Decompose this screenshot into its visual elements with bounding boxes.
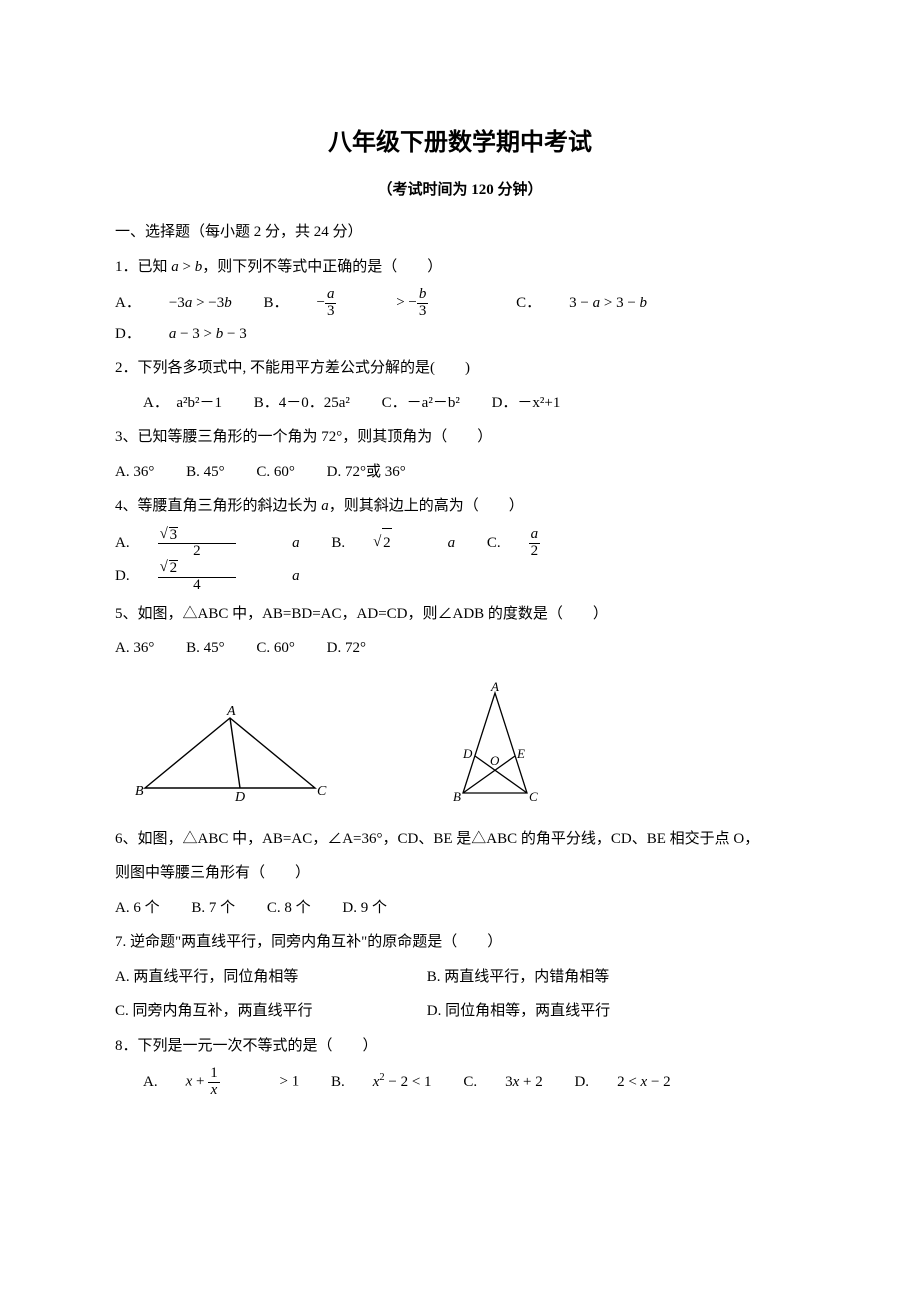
fig2-label-d: D (462, 746, 473, 761)
q4-stem-post: ，则其斜边上的高为（ ） (329, 498, 524, 514)
q1-c-label: C． (516, 289, 541, 318)
q2-opt-b: B．4－0．25a² (254, 389, 350, 418)
q8-a-label: A. (143, 1068, 158, 1097)
q5-opt-c: C. 60° (256, 634, 295, 663)
q6-opt-a: A. 6 个 (115, 894, 160, 923)
q8-opt-d: D. 2 < x − 2 (574, 1068, 670, 1097)
q6-opt-c: C. 8 个 (267, 894, 311, 923)
section-1-header: 一、选择题（每小题 2 分，共 24 分） (115, 218, 805, 247)
q4-stem-mid: a (321, 498, 329, 514)
q8-d-label: D. (574, 1068, 589, 1097)
q4-opt-c: C. a2 (487, 527, 596, 560)
fig2-label-b: B (453, 789, 461, 804)
figure-q5: A B C D (135, 703, 335, 803)
q1-opt-a: A．−3a > −3b (115, 289, 232, 318)
fig2-label-o: O (490, 753, 500, 768)
q8-stem: 8．下列是一元一次不等式的是（ ） (115, 1032, 805, 1061)
q7-opt-a: A. 两直线平行，同位角相等 (115, 963, 395, 992)
q2-options: A． a²b²－1 B．4－0．25a² C．－a²－b² D．－x²+1 (143, 389, 805, 418)
q1-stem: 1．已知 a > b，则下列不等式中正确的是（ ） (115, 253, 805, 282)
q4-a-label: A. (115, 529, 130, 558)
q3-opt-a: A. 36° (115, 458, 154, 487)
q7-options-row1: A. 两直线平行，同位角相等 B. 两直线平行，内错角相等 (115, 963, 805, 992)
q8-c-label: C. (463, 1068, 477, 1097)
q7-options-row2: C. 同旁内角互补，两直线平行 D. 同位角相等，两直线平行 (115, 997, 805, 1026)
q3-opt-d: D. 72°或 36° (327, 458, 406, 487)
q5-stem: 5、如图，△ABC 中，AB=BD=AC，AD=CD，则∠ADB 的度数是（ ） (115, 600, 805, 629)
q2-opt-c: C．－a²－b² (382, 389, 460, 418)
q4-options: A. 32a B. 2a C. a2 D. 24a (115, 527, 805, 594)
q4-opt-a: A. 32a (115, 527, 300, 561)
q8-opt-a: A. x + 1x > 1 (143, 1066, 299, 1099)
q6-opt-d: D. 9 个 (342, 894, 387, 923)
q1-d-label: D． (115, 320, 141, 349)
q3-stem: 3、已知等腰三角形的一个角为 72°，则其顶角为（ ） (115, 423, 805, 452)
fig2-label-e: E (516, 746, 525, 761)
fig1-label-c: C (317, 784, 327, 799)
q8-b-label: B. (331, 1068, 345, 1097)
q8-opt-c: C. 3x + 2 (463, 1068, 542, 1097)
exam-time: （考试时间为 120 分钟） (115, 176, 805, 205)
q2-opt-d: D．－x²+1 (492, 389, 561, 418)
q2-stem: 2．下列各多项式中, 不能用平方差公式分解的是( ) (115, 354, 805, 383)
q1-opt-b: B．−a3 > −b3 (263, 287, 484, 320)
q2-opt-a: A． a²b²－1 (143, 389, 222, 418)
figure-q6: A B C D E O (425, 683, 565, 803)
q5-opt-a: A. 36° (115, 634, 154, 663)
fig1-label-b: B (135, 784, 144, 799)
q7-opt-b: B. 两直线平行，内错角相等 (427, 963, 610, 992)
q1-b-label: B． (263, 289, 288, 318)
q4-b-label: B. (331, 529, 345, 558)
q5-options: A. 36° B. 45° C. 60° D. 72° (115, 634, 805, 663)
q8-options: A. x + 1x > 1 B. x2 − 2 < 1 C. 3x + 2 D.… (143, 1066, 805, 1099)
fig2-label-c: C (529, 789, 538, 804)
q1-opt-c: C．3 − a > 3 − b (516, 289, 647, 318)
fig1-label-d: D (234, 790, 245, 805)
q3-options: A. 36° B. 45° C. 60° D. 72°或 36° (115, 458, 805, 487)
q6-stem-2: 则图中等腰三角形有（ ） (115, 859, 805, 888)
figures-row: A B C D A B C D E O (135, 683, 805, 803)
page-title: 八年级下册数学期中考试 (115, 120, 805, 166)
q5-opt-b: B. 45° (186, 634, 225, 663)
q5-opt-d: D. 72° (327, 634, 366, 663)
q6-opt-b: B. 7 个 (191, 894, 235, 923)
q7-stem: 7. 逆命题"两直线平行，同旁内角互补"的原命题是（ ） (115, 928, 805, 957)
q3-opt-c: C. 60° (256, 458, 295, 487)
q4-c-label: C. (487, 529, 501, 558)
q3-opt-b: B. 45° (186, 458, 225, 487)
q7-opt-d: D. 同位角相等，两直线平行 (427, 997, 610, 1026)
q8-opt-b: B. x2 − 2 < 1 (331, 1068, 432, 1097)
fig2-label-a: A (490, 679, 499, 694)
q4-opt-b: B. 2a (331, 528, 455, 558)
q4-d-label: D. (115, 562, 130, 591)
q4-stem: 4、等腰直角三角形的斜边长为 a，则其斜边上的高为（ ） (115, 492, 805, 521)
q4-opt-d: D. 24a (115, 560, 300, 594)
q4-stem-pre: 4、等腰直角三角形的斜边长为 (115, 498, 321, 514)
q1-opt-d: D．a − 3 > b − 3 (115, 320, 247, 349)
q6-options: A. 6 个 B. 7 个 C. 8 个 D. 9 个 (115, 894, 805, 923)
q1-options: A．−3a > −3b B．−a3 > −b3 C．3 − a > 3 − b … (115, 287, 805, 348)
q6-stem-1: 6、如图，△ABC 中，AB=AC，∠A=36°，CD、BE 是△ABC 的角平… (115, 825, 805, 854)
q1-a-label: A． (115, 289, 141, 318)
q1-text: 1．已知 a > b，则下列不等式中正确的是（ ） (115, 259, 442, 275)
q7-opt-c: C. 同旁内角互补，两直线平行 (115, 997, 395, 1026)
fig1-label-a: A (226, 704, 236, 719)
